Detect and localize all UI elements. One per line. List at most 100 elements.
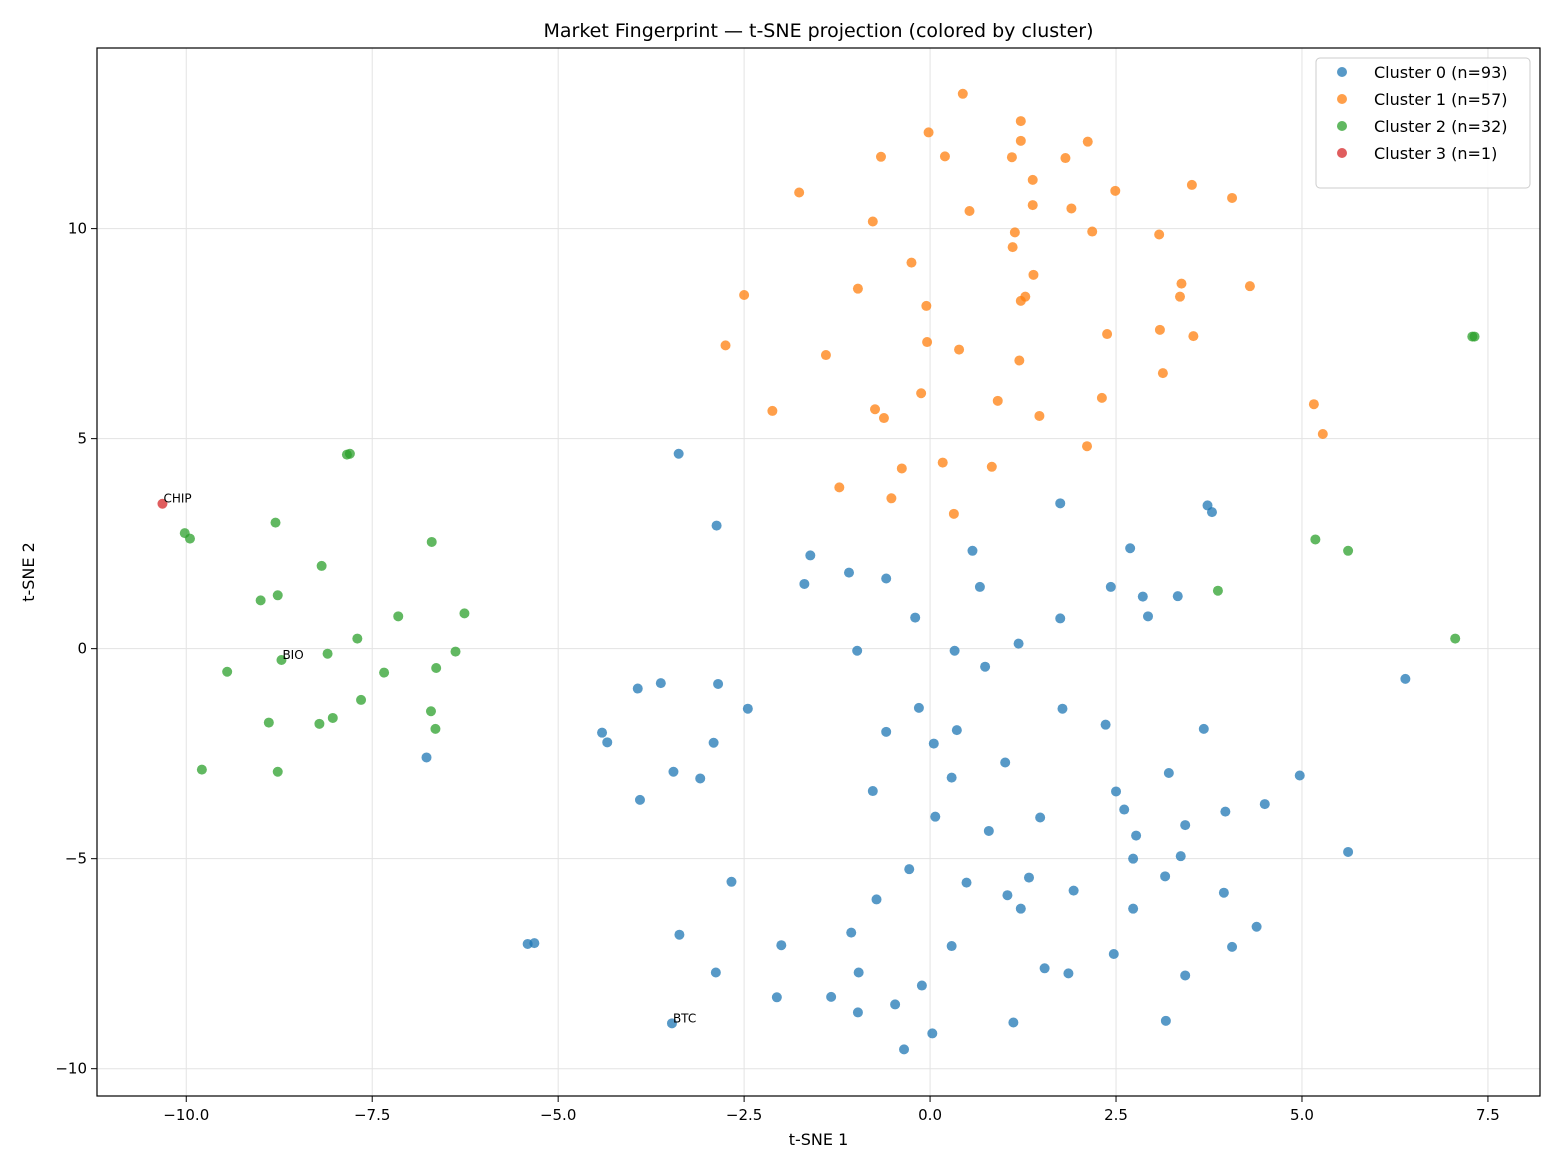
point-cluster-0-7 [967, 545, 978, 556]
annotation-bio: BIO [282, 648, 303, 662]
point-cluster-1-45 [870, 404, 881, 415]
x-tick-label-0: −10.0 [163, 1106, 209, 1124]
point-cluster-1-23 [1028, 269, 1039, 280]
point-cluster-0-55 [1343, 846, 1354, 857]
point-cluster-0-46 [1111, 786, 1122, 797]
point-cluster-2-30 [196, 764, 207, 775]
legend-marker-0 [1337, 67, 1347, 77]
point-cluster-0-3 [799, 578, 810, 589]
point-cluster-0-18 [1013, 638, 1024, 649]
point-cluster-0-91 [927, 1028, 938, 1039]
point-cluster-0-0 [673, 448, 684, 459]
point-cluster-0-26 [742, 703, 753, 714]
point-cluster-0-90 [1160, 1015, 1171, 1026]
point-cluster-0-29 [1100, 719, 1111, 730]
point-cluster-1-24 [1176, 278, 1187, 289]
y-tick-label-0: −10 [55, 1060, 87, 1078]
point-cluster-1-33 [1102, 329, 1113, 340]
point-cluster-0-51 [1035, 812, 1046, 823]
point-cluster-0-71 [529, 938, 540, 949]
point-cluster-0-6 [910, 612, 921, 623]
point-cluster-0-60 [1160, 871, 1171, 882]
series-cluster-3 [157, 498, 168, 509]
point-cluster-0-38 [668, 766, 679, 777]
point-cluster-1-15 [1066, 203, 1077, 214]
point-cluster-0-87 [852, 1007, 863, 1018]
point-cluster-0-42 [1294, 770, 1305, 781]
point-cluster-1-50 [1082, 441, 1093, 452]
point-cluster-2-20 [276, 654, 287, 665]
point-cluster-0-62 [961, 877, 972, 888]
point-cluster-0-20 [949, 645, 960, 656]
point-cluster-0-64 [1002, 890, 1013, 901]
point-cluster-2-16 [352, 633, 363, 644]
point-cluster-1-4 [1082, 136, 1093, 147]
point-cluster-0-30 [1198, 723, 1209, 734]
point-cluster-1-34 [1188, 331, 1199, 342]
x-axis-label: t-SNE 1 [789, 1130, 849, 1149]
point-cluster-1-17 [867, 216, 878, 227]
point-cluster-0-37 [421, 752, 432, 763]
point-cluster-1-47 [1034, 410, 1045, 421]
point-cluster-0-5 [881, 573, 892, 584]
legend-marker-2 [1337, 121, 1347, 131]
point-cluster-1-3 [1015, 135, 1026, 146]
point-cluster-1-6 [939, 151, 950, 162]
point-cluster-0-92 [899, 1044, 910, 1055]
point-cluster-1-53 [986, 461, 997, 472]
point-cluster-0-45 [867, 786, 878, 797]
chart-title: Market Fingerprint — t-SNE projection (c… [544, 20, 1094, 42]
point-cluster-0-86 [890, 999, 901, 1010]
point-cluster-1-19 [1087, 226, 1098, 237]
x-tick-label-4: 0.0 [918, 1106, 942, 1124]
point-cluster-2-26 [327, 712, 338, 723]
point-cluster-1-41 [916, 388, 927, 399]
point-cluster-1-36 [720, 340, 731, 351]
point-cluster-0-59 [1023, 872, 1034, 883]
point-cluster-2-13 [255, 595, 266, 606]
point-cluster-1-32 [1154, 324, 1165, 335]
point-cluster-2-22 [222, 666, 233, 677]
point-cluster-1-49 [1317, 429, 1328, 440]
point-cluster-1-0 [957, 88, 968, 99]
point-cluster-1-2 [923, 127, 934, 138]
point-cluster-0-22 [1400, 673, 1411, 684]
point-cluster-2-10 [316, 560, 327, 571]
point-cluster-0-27 [913, 702, 924, 713]
point-cluster-2-23 [379, 667, 390, 678]
point-cluster-1-20 [1154, 229, 1165, 240]
legend-label-1: Cluster 1 (n=57) [1374, 90, 1508, 109]
point-cluster-1-39 [1014, 355, 1025, 366]
point-cluster-0-80 [853, 967, 864, 978]
point-cluster-0-69 [1251, 921, 1262, 932]
point-cluster-0-54 [1131, 830, 1142, 841]
point-cluster-1-21 [1007, 242, 1018, 253]
point-cluster-0-31 [597, 727, 608, 738]
point-cluster-1-12 [1110, 185, 1121, 196]
point-cluster-1-37 [954, 344, 965, 355]
point-cluster-2-21 [431, 662, 442, 673]
point-cluster-2-11 [1212, 585, 1223, 596]
point-cluster-0-82 [1180, 970, 1191, 981]
point-cluster-1-10 [1186, 179, 1197, 190]
point-cluster-0-88 [666, 1018, 677, 1029]
point-cluster-0-61 [726, 876, 737, 887]
plot-frame [96, 47, 1541, 1097]
point-cluster-0-48 [1119, 804, 1130, 815]
x-tick-label-6: 5.0 [1290, 1106, 1314, 1124]
x-tick-label-7: 7.5 [1476, 1106, 1500, 1124]
point-cluster-1-27 [739, 289, 750, 300]
annotation-chip: CHIP [163, 492, 191, 506]
point-cluster-0-84 [771, 992, 782, 1003]
point-cluster-0-58 [904, 864, 915, 875]
point-cluster-1-26 [852, 283, 863, 294]
point-cluster-0-44 [634, 794, 645, 805]
point-cluster-2-17 [1450, 633, 1461, 644]
y-tick-label-4: 10 [68, 220, 87, 238]
point-cluster-0-17 [1055, 613, 1066, 624]
point-cluster-0-11 [1206, 507, 1217, 518]
point-cluster-1-42 [992, 395, 1003, 406]
point-cluster-0-57 [1175, 851, 1186, 862]
point-cluster-1-22 [906, 257, 917, 268]
